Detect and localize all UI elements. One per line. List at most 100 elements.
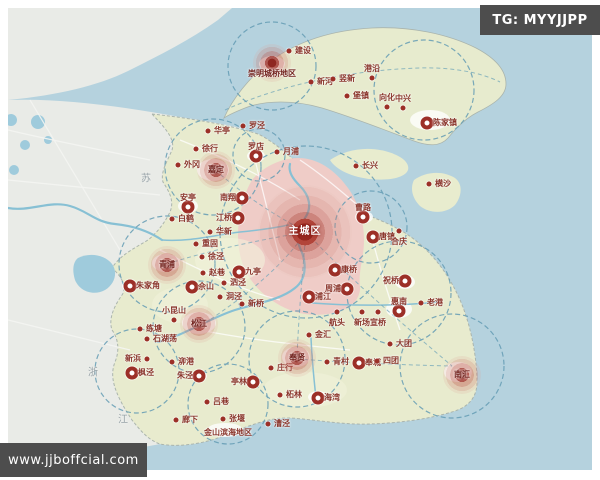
ring-marker-icon xyxy=(125,366,139,380)
province-label: 苏 xyxy=(141,173,151,185)
glow-marker-icon xyxy=(180,305,218,343)
town-label: 亭林 xyxy=(231,377,247,386)
town-label: 九亭 xyxy=(245,267,261,276)
town-label: 新浜 xyxy=(125,354,141,363)
dot-marker-icon xyxy=(426,181,432,187)
city-marker-icon xyxy=(258,185,352,279)
dot-marker-icon xyxy=(374,358,380,364)
town-label: 长兴 xyxy=(362,161,378,170)
town-label: 新河 xyxy=(317,77,333,86)
dot-marker-icon xyxy=(144,356,150,362)
glow-marker-icon xyxy=(197,151,235,189)
town-label: 康桥 xyxy=(341,265,357,274)
town-label: 江桥 xyxy=(216,213,232,222)
town-label: 新场 xyxy=(354,318,370,327)
dot-marker-icon xyxy=(334,309,340,315)
town-label: 海湾 xyxy=(324,393,340,402)
watermark-badge: www.jjboffcial.com xyxy=(0,443,147,477)
ring-marker-icon xyxy=(356,210,370,224)
town-label: 四团 xyxy=(383,356,399,365)
dot-marker-icon xyxy=(286,48,292,54)
ring-marker-icon xyxy=(192,369,206,383)
town-label: 曹路 xyxy=(355,203,371,212)
town-label: 白鹤 xyxy=(178,214,194,223)
town-label: 松江 xyxy=(191,319,207,328)
town-label: 唐镇 xyxy=(379,232,395,241)
town-label: 重固 xyxy=(202,239,218,248)
town-label: 堡镇 xyxy=(353,91,369,100)
dot-marker-icon xyxy=(308,79,314,85)
glow-marker-icon xyxy=(443,356,481,394)
dot-marker-icon xyxy=(306,332,312,338)
dot-marker-icon xyxy=(217,294,223,300)
town-label: 华亭 xyxy=(214,126,230,135)
town-label: 练塘 xyxy=(146,324,162,333)
town-label: 张堰 xyxy=(229,414,245,423)
dot-marker-icon xyxy=(204,399,210,405)
town-label: 廊下 xyxy=(182,415,198,424)
ring-marker-icon xyxy=(246,375,260,389)
ring-marker-icon xyxy=(302,290,316,304)
town-label: 柘林 xyxy=(286,390,302,399)
dot-marker-icon xyxy=(265,421,271,427)
town-marker-layer: 主城区 崇明城桥地区 建设 新河 竖新 港沿 堡镇 向化 中兴 陈家镇 长兴 横沙 罗泾 华亭 月浦 罗店 徐行… xyxy=(8,8,592,470)
ring-marker-icon xyxy=(328,263,342,277)
dot-marker-icon xyxy=(324,359,330,365)
town-label: 漕泾 xyxy=(274,419,290,428)
town-label: 小昆山 xyxy=(162,306,186,315)
town-label: 石湖荡 xyxy=(153,334,177,343)
shanghai-plan-map: 主城区 崇明城桥地区 建设 新河 竖新 港沿 堡镇 向化 中兴 陈家镇 长兴 横沙 罗泾 华亭 月浦 罗店 徐行… xyxy=(8,8,592,470)
town-label: 宣桥 xyxy=(370,318,386,327)
ring-marker-icon xyxy=(181,200,195,214)
town-label: 徐行 xyxy=(202,144,218,153)
ring-marker-icon xyxy=(235,191,249,205)
town-label: 奉贤 xyxy=(289,353,305,362)
dot-marker-icon xyxy=(173,417,179,423)
town-label: 崇明城桥地区 xyxy=(248,69,296,78)
town-label: 青村 xyxy=(333,357,349,366)
province-label: 江 xyxy=(118,414,128,426)
dot-marker-icon xyxy=(221,280,227,286)
dot-marker-icon xyxy=(387,341,393,347)
town-label: 徐泾 xyxy=(208,252,224,261)
town-label: 南汇 xyxy=(454,370,470,379)
dot-marker-icon xyxy=(205,128,211,134)
town-label: 新桥 xyxy=(248,299,264,308)
dot-marker-icon xyxy=(199,254,205,260)
town-label: 周浦 xyxy=(325,284,341,293)
town-label: 港沿 xyxy=(364,64,380,73)
town-label: 金山滨海地区 xyxy=(204,428,252,437)
dot-marker-icon xyxy=(220,416,226,422)
town-label: 向化 xyxy=(379,93,395,102)
ring-marker-icon xyxy=(231,211,245,225)
town-label: 老港 xyxy=(427,298,443,307)
town-label: 航头 xyxy=(329,318,345,327)
town-label: 金汇 xyxy=(315,330,331,339)
ring-marker-icon xyxy=(123,279,137,293)
dot-marker-icon xyxy=(274,149,280,155)
town-label: 中兴 xyxy=(395,94,411,103)
telegram-badge-text: TG: MYYJJPP xyxy=(492,12,588,28)
town-label: 安亭 xyxy=(180,193,196,202)
dot-marker-icon xyxy=(144,336,150,342)
town-label: 枫泾 xyxy=(138,368,154,377)
town-label: 陈家镇 xyxy=(433,118,457,127)
town-label: 罗店 xyxy=(248,142,264,151)
ring-marker-icon xyxy=(420,116,434,130)
town-label: 竖新 xyxy=(339,74,355,83)
dot-marker-icon xyxy=(277,392,283,398)
dot-marker-icon xyxy=(207,229,213,235)
town-label: 泖港 xyxy=(178,357,194,366)
dot-marker-icon xyxy=(137,326,143,332)
ring-marker-icon xyxy=(185,280,199,294)
dot-marker-icon xyxy=(353,163,359,169)
town-label: 建设 xyxy=(295,46,311,55)
glow-marker-icon xyxy=(148,246,186,284)
town-label: 外冈 xyxy=(184,160,200,169)
ring-marker-icon xyxy=(352,356,366,370)
town-label: 华新 xyxy=(216,227,232,236)
town-label: 合庆 xyxy=(391,237,407,246)
dot-marker-icon xyxy=(169,216,175,222)
dot-marker-icon xyxy=(175,162,181,168)
